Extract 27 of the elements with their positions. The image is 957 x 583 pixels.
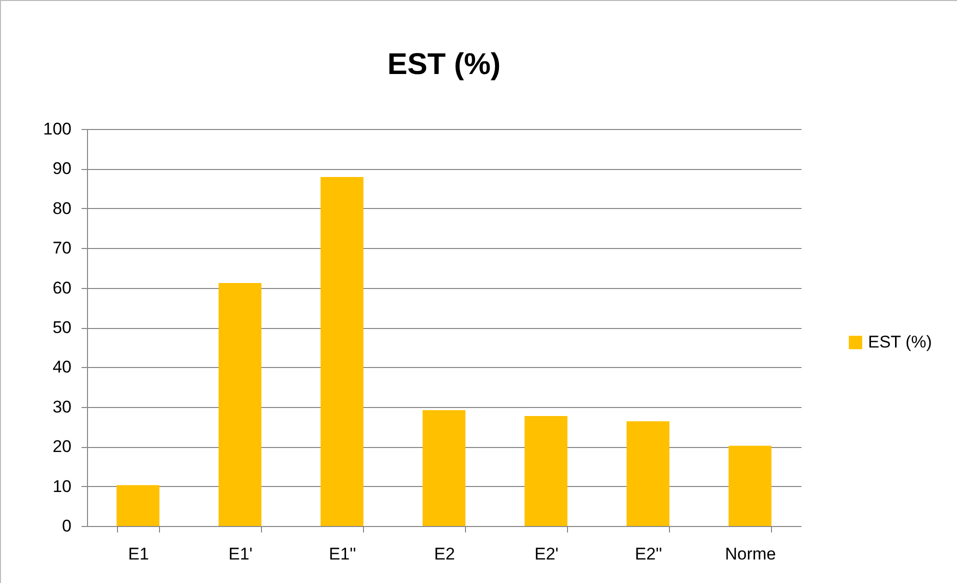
bar (218, 283, 262, 526)
y-tick-label: 70 (52, 238, 72, 258)
legend-label: EST (%) (868, 332, 932, 352)
y-tick-label: 40 (52, 358, 72, 377)
x-tick-label: E2' (534, 544, 559, 564)
bar (626, 421, 670, 526)
y-tick-label: 60 (52, 278, 72, 298)
chart-title: EST (%) (387, 48, 501, 81)
x-tick-label: E1'' (328, 544, 356, 564)
x-tick-label: Norme (724, 544, 776, 564)
y-tick-label: 50 (52, 318, 72, 337)
x-tick-label: E2'' (634, 544, 662, 564)
bar (524, 416, 568, 526)
y-tick-label: 90 (52, 159, 72, 178)
x-tick-label: E1' (228, 544, 253, 564)
y-tick-label: 30 (52, 397, 72, 416)
x-tick-label: E1 (128, 544, 149, 564)
y-tick-label: 20 (52, 437, 72, 456)
bar (728, 446, 772, 526)
y-tick-label: 0 (62, 516, 72, 536)
y-tick-label: 10 (52, 476, 72, 496)
y-tick-label: 100 (43, 120, 72, 138)
x-tick-label: E2 (434, 544, 455, 564)
y-tick-label: 80 (52, 198, 72, 218)
bar (422, 410, 466, 526)
bar (320, 177, 364, 526)
bar (116, 485, 160, 526)
